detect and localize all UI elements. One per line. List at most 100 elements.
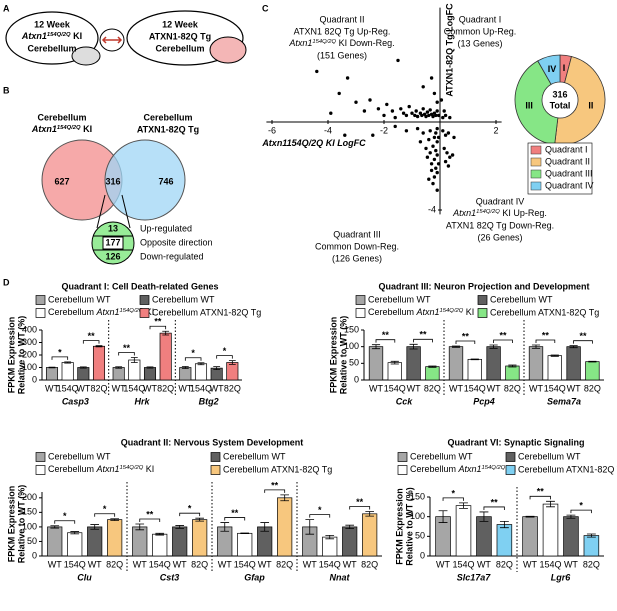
- bar: [583, 535, 600, 557]
- group-label: WT: [133, 559, 147, 569]
- group-label: 154Q: [319, 559, 341, 569]
- legend-swatch: [530, 169, 542, 179]
- significance-stars: *: [58, 347, 62, 357]
- bar: [322, 536, 338, 557]
- significance-bracket: [349, 506, 371, 510]
- significance-stars: **: [499, 330, 507, 340]
- bar: [505, 365, 520, 381]
- group-label: 154Q: [544, 383, 566, 393]
- bar: [132, 526, 148, 557]
- quadrant-text: ATXN1 82Q Tg Down-Reg.: [446, 220, 554, 230]
- gene-label: Sema7a: [547, 396, 581, 406]
- point: [429, 76, 434, 80]
- significance-bracket: [94, 513, 116, 517]
- error-bar: [390, 360, 399, 365]
- group-label: 82Q: [157, 383, 174, 393]
- error-bar: [228, 360, 236, 365]
- significance-bracket: [179, 512, 201, 517]
- quadrant-text: ATXN1 82Q Tg Up-Reg.: [294, 26, 391, 36]
- point: [436, 135, 441, 140]
- quadrant-text: (151 Genes): [317, 50, 367, 60]
- legend-label: Cerebellum Atxn1154Q/2Q KI: [368, 307, 474, 317]
- group-label: 82Q: [191, 559, 208, 569]
- point: [337, 91, 341, 96]
- y-tick-label: 400: [22, 324, 37, 334]
- chart-title: Quadrant III: Neuron Projection and Deve…: [378, 281, 589, 291]
- y-tick-label: 100: [410, 511, 425, 521]
- point: [427, 137, 431, 142]
- brain-label: Cerebellum: [155, 43, 204, 53]
- legend-label: Cerebellum WT: [490, 294, 553, 304]
- text-part: Atxn1: [31, 124, 57, 134]
- group-label: WT: [173, 559, 187, 569]
- point: [410, 111, 414, 115]
- quadrant-title: Quadrant I: [459, 14, 502, 24]
- group-label: 82Q: [361, 559, 378, 569]
- point: [432, 175, 437, 179]
- point: [443, 159, 448, 164]
- point: [354, 100, 358, 104]
- point: [418, 140, 423, 144]
- venn-count: 627: [54, 176, 69, 186]
- bar: [362, 513, 378, 557]
- donut-total-label: Total: [550, 100, 571, 110]
- error-bar: [586, 533, 596, 538]
- legend-label: Quadrant II: [545, 156, 590, 166]
- group-label: WT: [564, 559, 578, 569]
- group-label: 154Q: [123, 383, 145, 393]
- error-bar: [438, 510, 448, 523]
- bar: [226, 362, 239, 381]
- error-bar: [64, 361, 72, 364]
- y-axis-label: Relative to WT (%): [16, 485, 26, 564]
- significance-stars: *: [318, 505, 322, 515]
- slice-label: IV: [548, 64, 557, 74]
- error-bar: [155, 532, 165, 536]
- legend-swatch: [397, 452, 408, 462]
- brain-label: Atxn1154Q/2Q KI: [21, 31, 82, 41]
- breakdown-label: Opposite direction: [140, 237, 213, 247]
- y-tick-label: 0: [420, 550, 425, 560]
- error-bar: [181, 366, 189, 369]
- gene-label: Slc17a7: [457, 572, 492, 582]
- significance-stars: **: [462, 331, 470, 341]
- group-label: WT: [567, 383, 581, 393]
- group-label: WT: [210, 383, 224, 393]
- text-part: 154Q/2Q: [476, 209, 500, 215]
- significance-bracket: [184, 357, 202, 361]
- point: [441, 129, 445, 133]
- legend-swatch: [477, 295, 488, 305]
- point: [382, 113, 386, 118]
- significance-bracket: [224, 517, 246, 521]
- point: [431, 144, 435, 148]
- error-bar: [220, 522, 230, 532]
- significance-stars: *: [103, 504, 107, 514]
- bar: [277, 497, 293, 557]
- significance-bracket: [535, 339, 556, 343]
- error-bar: [428, 365, 437, 368]
- quadrant-title: Quadrant IV: [476, 196, 525, 206]
- group-label: 154Q: [64, 559, 86, 569]
- gene-label: Cck: [396, 396, 414, 406]
- bar: [566, 346, 581, 381]
- significance-bracket: [413, 338, 433, 343]
- significance-bracket: [529, 495, 551, 500]
- venn-count: 316: [105, 176, 120, 186]
- point: [439, 98, 444, 102]
- legend-swatch: [505, 465, 516, 475]
- error-bar: [110, 518, 120, 521]
- legend-label: Quadrant I: [545, 144, 588, 154]
- legend-swatch: [355, 295, 366, 305]
- legend-label: Quadrant III: [545, 168, 593, 178]
- group-label: 82Q: [224, 383, 241, 393]
- y-axis-label: ATXN1-82Q Tg LogFC: [444, 3, 454, 97]
- bar: [61, 362, 74, 381]
- bar: [192, 519, 208, 557]
- group-label: 82Q: [424, 383, 441, 393]
- y-tick-label: 0: [32, 550, 37, 560]
- compare-arrow: [101, 36, 123, 44]
- point: [429, 162, 434, 166]
- legend-label: Cerebellum ATXN1-82Q Tg: [490, 307, 599, 317]
- text-part: 154Q/2Q: [120, 308, 144, 314]
- bar: [425, 366, 440, 381]
- point: [414, 109, 418, 113]
